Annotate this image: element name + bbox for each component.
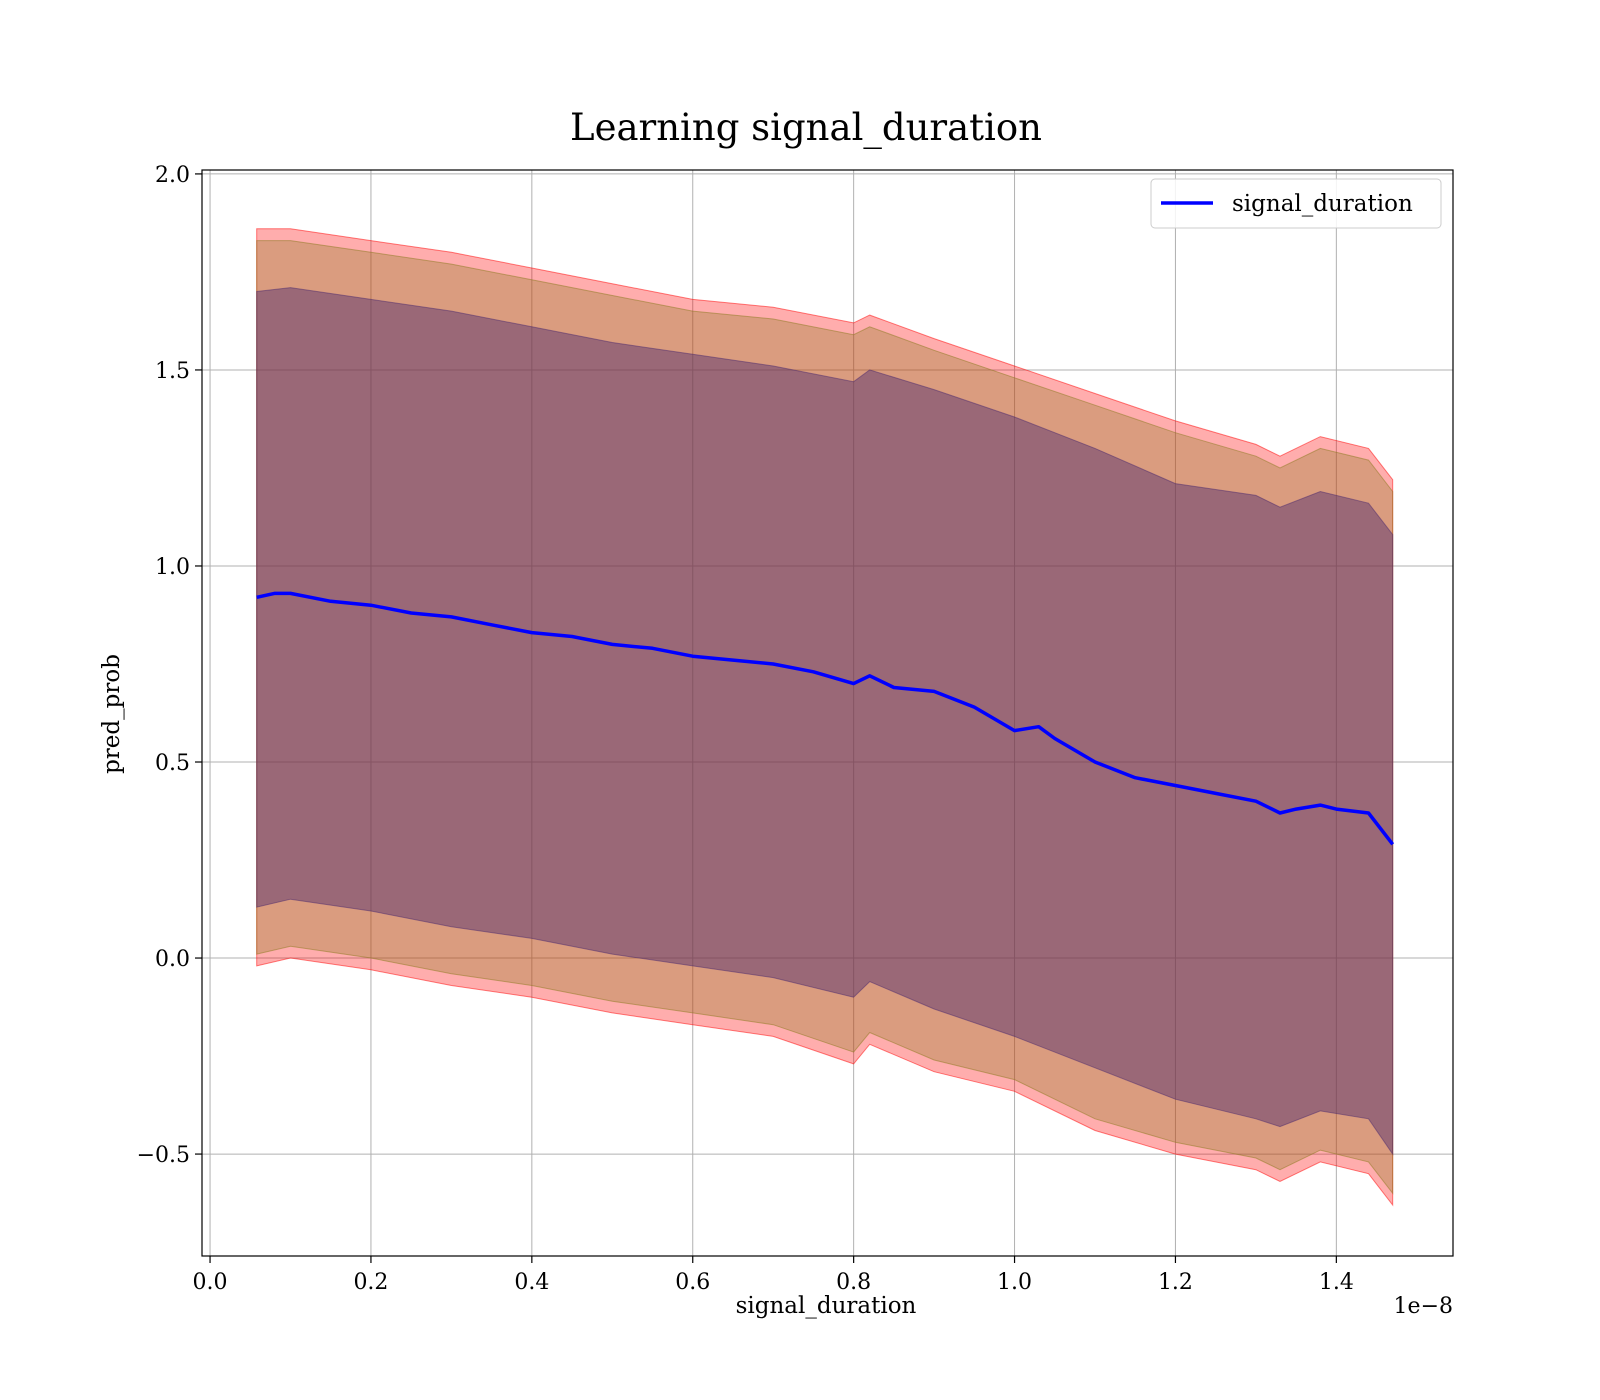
x-tick-label: 0.2 <box>353 1270 388 1295</box>
x-tick-label: 0.8 <box>836 1270 871 1295</box>
x-tick-label: 0.4 <box>514 1270 549 1295</box>
y-tick-label: 1.0 <box>155 555 190 580</box>
x-axis-ticks: 0.0 0.2 0.4 0.6 0.8 1.0 1.2 1.4 <box>193 1256 1354 1295</box>
chart-title: Learning signal_duration <box>570 106 1042 150</box>
y-axis-ticks: −0.5 0.0 0.5 1.0 1.5 2.0 <box>137 163 202 1168</box>
y-axis-label: pred_prob <box>99 654 125 774</box>
series-lines <box>256 591 1395 846</box>
legend-box <box>1150 178 1442 229</box>
x-tick-label: 0.6 <box>675 1270 710 1295</box>
confidence-band <box>256 228 1394 1207</box>
confidence-band <box>256 287 1394 1156</box>
x-tick-label: 1.0 <box>997 1270 1032 1295</box>
grid <box>202 170 1453 1256</box>
series-line <box>256 591 1395 846</box>
y-tick-label: 0.0 <box>155 947 190 972</box>
y-tick-label: −0.5 <box>137 1143 190 1168</box>
x-axis-label: signal_duration <box>736 1293 917 1319</box>
y-tick-label: 1.5 <box>155 359 190 384</box>
y-tick-label: 0.5 <box>155 751 190 776</box>
legend-label: signal_duration <box>1232 191 1413 217</box>
plot-frame <box>201 169 1454 1257</box>
x-tick-label: 1.4 <box>1319 1270 1354 1295</box>
y-tick-label: 2.0 <box>155 163 190 188</box>
x-axis-offset-text: 1e−8 <box>1394 1294 1453 1319</box>
legend: signal_duration <box>1150 178 1442 229</box>
x-tick-label: 0.0 <box>193 1270 228 1295</box>
confidence-band <box>256 240 1394 1195</box>
x-tick-label: 1.2 <box>1158 1270 1193 1295</box>
confidence-bands <box>256 228 1394 1207</box>
